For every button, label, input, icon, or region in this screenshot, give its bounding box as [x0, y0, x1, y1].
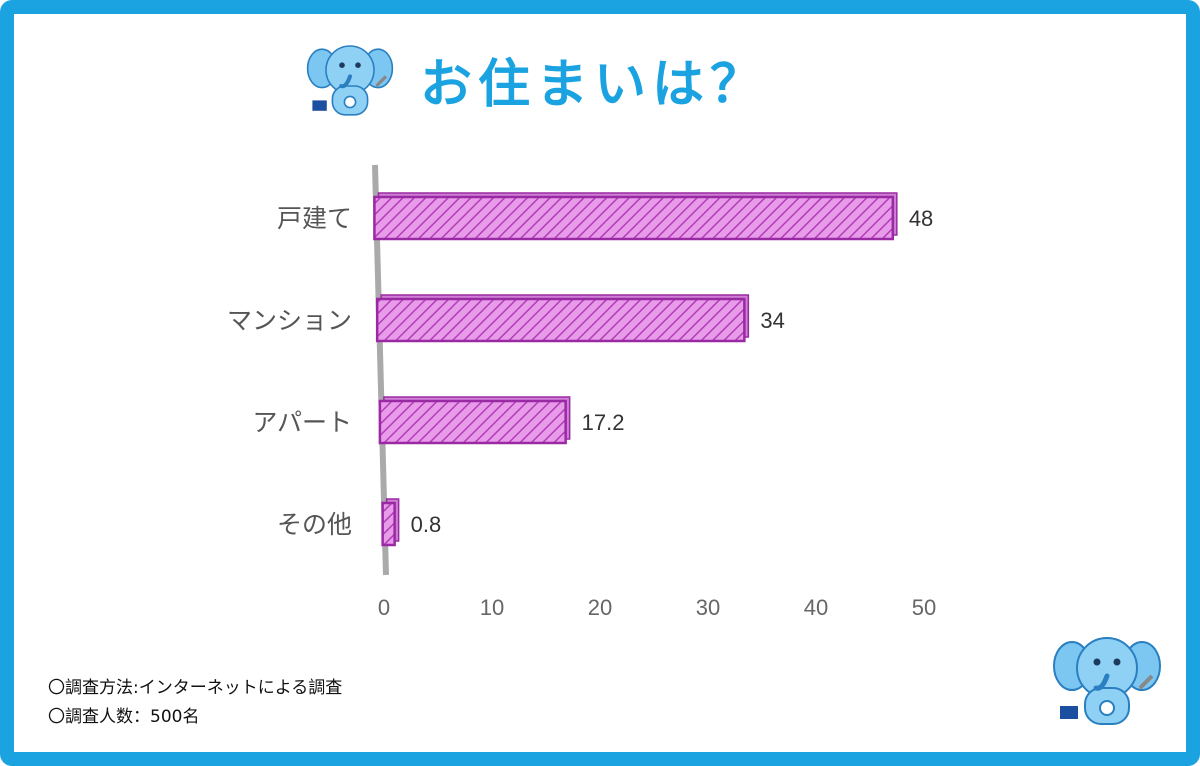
survey-method-note: 〇調査方法:インターネットによる調査: [48, 678, 343, 698]
category-label: アパート: [252, 408, 352, 437]
x-tick-label: 10: [480, 595, 504, 620]
elephant-mascot-icon: [306, 45, 394, 116]
value-label: 17.2: [582, 410, 625, 435]
x-tick-label: 30: [696, 595, 720, 620]
survey-respondents-note: 〇調査人数：500名: [48, 707, 200, 727]
bar: [375, 297, 746, 343]
page-title: お住まいは？: [420, 55, 769, 115]
bar: [381, 501, 396, 547]
value-label: 48: [909, 206, 933, 231]
category-label: マンション: [227, 306, 352, 335]
category-label: その他: [277, 510, 352, 539]
category-label: 戸建て: [277, 204, 352, 233]
bar: [378, 399, 567, 445]
survey-notes: 〇調査方法:インターネットによる調査 〇調査人数：500名: [48, 674, 342, 732]
bar: [373, 195, 895, 241]
x-tick-label: 50: [912, 595, 936, 620]
elephant-mascot-icon: [1053, 637, 1161, 725]
value-label: 0.8: [411, 512, 442, 537]
x-tick-label: 0: [378, 595, 390, 620]
x-tick-label: 20: [588, 595, 612, 620]
value-label: 34: [760, 308, 784, 333]
bars-group: 戸建て 48 マンション 34 アパート 17.2 その他 0.8: [227, 192, 933, 547]
x-tick-label: 40: [804, 595, 828, 620]
